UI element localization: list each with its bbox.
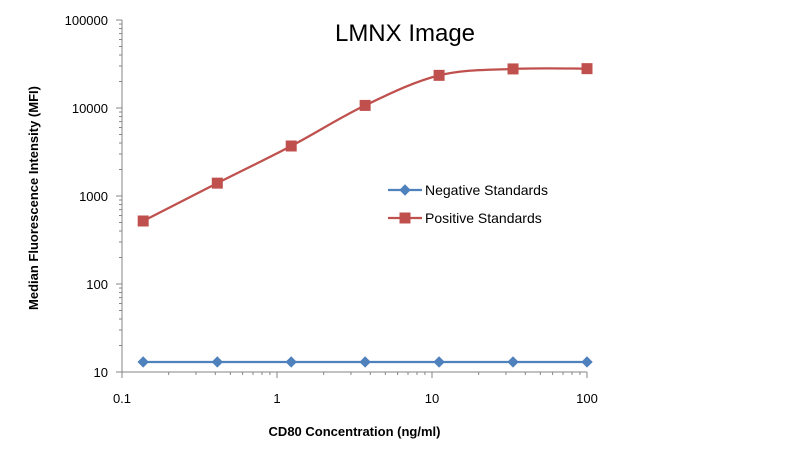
data-point [211,356,224,368]
data-point [507,356,519,368]
data-point [137,215,149,227]
legend-marker [399,184,411,196]
x-tick-label: 100 [576,391,598,406]
legend-label: Negative Standards [425,182,548,198]
legend-item: Negative Standards [388,182,548,198]
x-tick-label: 1 [273,391,280,406]
x-tick-label: 10 [425,391,439,406]
y-tick-label: 10 [94,365,108,380]
legend-label: Positive Standards [425,210,542,226]
data-point [507,63,519,75]
y-axis-label: Median Fluorescence Intensity (MFI) [26,86,41,310]
data-point [211,177,223,189]
data-point [359,356,371,368]
x-axis-label: CD80 Concentration (ng/ml) [269,424,441,439]
data-point [581,356,593,368]
data-point [581,63,593,75]
data-point [359,99,371,111]
y-tick-label: 100 [86,277,108,292]
data-point [285,356,297,368]
series-line [142,67,588,222]
y-tick-label: 100000 [65,13,108,28]
data-point [433,69,445,81]
chart-title: LMNX Image [335,20,475,47]
series-negative-standards [137,356,593,368]
y-tick-label: 1000 [79,189,108,204]
y-tick-label: 10000 [72,101,108,116]
data-point [433,356,445,368]
legend-marker [399,212,411,224]
data-point [137,356,149,368]
x-tick-label: 0.1 [113,391,131,406]
legend-item: Positive Standards [388,210,542,226]
series-positive-standards [137,63,593,227]
plot-series [137,63,593,368]
y-ticks: 10 100 1000 10000 100000 [65,13,122,380]
data-point [285,140,297,152]
x-ticks: 0.1 1 10 100 [113,372,598,406]
legend: Negative Standards Positive Standards [388,182,548,226]
